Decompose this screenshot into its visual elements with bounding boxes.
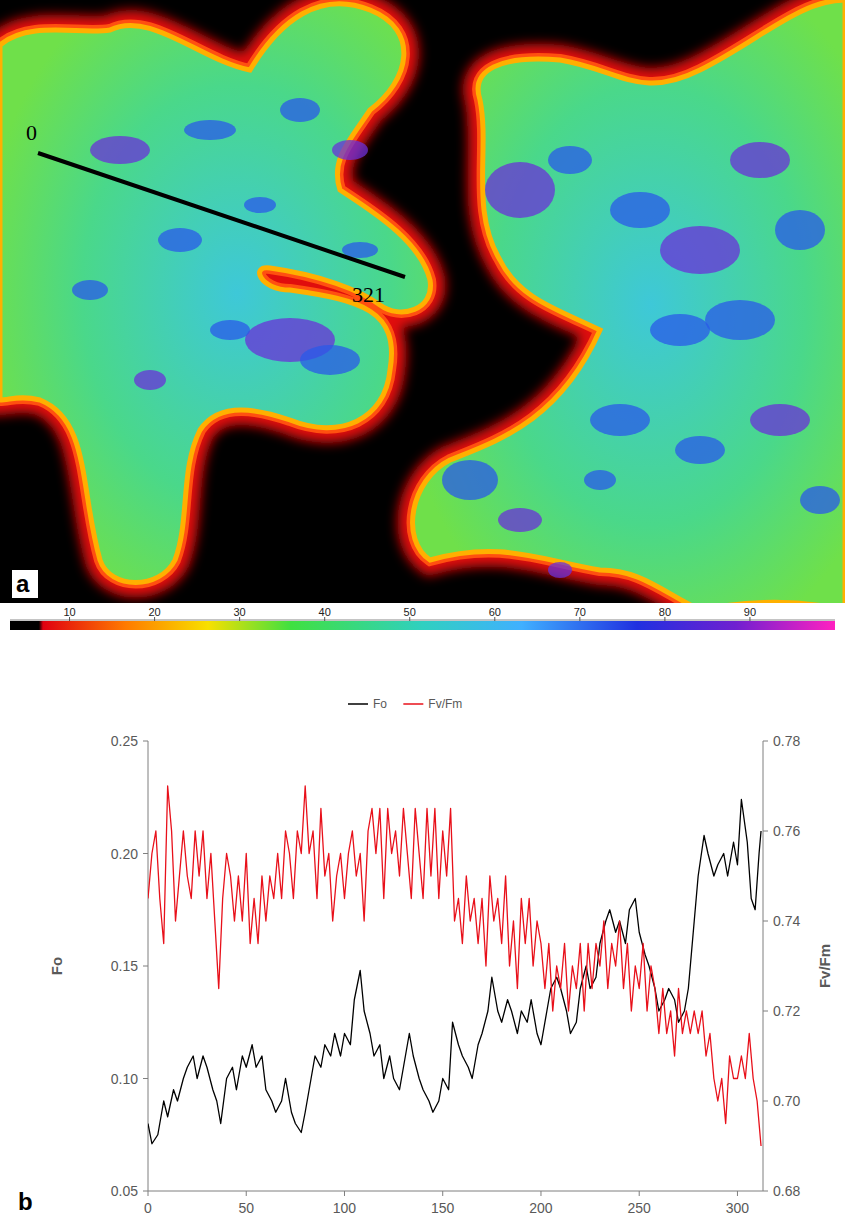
fluorescence-spot [184, 120, 236, 140]
fluorescence-spot [280, 98, 320, 122]
x-axis-line [148, 1191, 763, 1192]
fluorescence-spot [584, 470, 616, 490]
y2-tick [763, 1011, 768, 1012]
x-tick [344, 1191, 345, 1196]
fluorescence-spot [548, 562, 572, 578]
fluorescence-spot [485, 162, 555, 218]
colorbar-tick-label: 50 [404, 606, 416, 618]
y-axis-title: Fo [48, 957, 65, 975]
transect-line [38, 153, 405, 277]
series-line [148, 800, 761, 1144]
y-tick [143, 1078, 148, 1079]
cell-halo [0, 4, 430, 583]
series-line [148, 786, 761, 1146]
colorbar-tick-label: 20 [148, 606, 160, 618]
legend-label: Fv/Fm [428, 697, 462, 711]
fluorescence-spot [548, 146, 592, 174]
legend-swatch [403, 703, 423, 705]
transect-end-label: 321 [352, 282, 385, 307]
y-tick-label: 0.10 [111, 1071, 138, 1087]
fluorescence-spot [90, 136, 150, 164]
fluorescence-spot [244, 197, 276, 213]
transect-start-label: 0 [26, 120, 37, 145]
colorbar-tick-label: 30 [234, 606, 246, 618]
y-tick-label: 0.15 [111, 958, 138, 974]
y-tick [143, 966, 148, 967]
image [0, 0, 845, 603]
y2-axis-line [763, 741, 764, 1191]
cell-halo [413, 0, 845, 603]
fluorescence-spot [442, 460, 498, 500]
x-tick [540, 1191, 541, 1196]
x-tick-label: 300 [726, 1200, 750, 1216]
cell-edge [413, 0, 845, 603]
y-tick-label: 0.20 [111, 846, 138, 862]
colorbar-tick-label: 70 [574, 606, 586, 618]
figure: 0 321 a 10 20 30 40 50 60 70 80 90 0 50 100 150 200 250 30… [0, 0, 845, 1222]
y-tick [143, 853, 148, 854]
y2-tick [763, 921, 768, 922]
colorbar-axis [10, 620, 835, 621]
cell-edge [0, 4, 430, 583]
cell-body [0, 4, 430, 583]
x-tick-label: 200 [529, 1200, 553, 1216]
fluorescence-spot [300, 345, 360, 375]
y-tick-label: 0.25 [111, 733, 138, 749]
colorbar-tick-label: 40 [319, 606, 331, 618]
fluorescence-spot [660, 226, 740, 274]
x-tick-label: 50 [238, 1200, 254, 1216]
legend: Fo Fv/Fm [348, 697, 462, 711]
y-tick [143, 1191, 148, 1192]
cell-body [413, 0, 845, 603]
legend-swatch [348, 703, 368, 705]
y2-tick [763, 1101, 768, 1102]
x-tick [246, 1191, 247, 1196]
fluorescence-spot [730, 142, 790, 178]
y2-tick-label: 0.68 [773, 1183, 800, 1199]
fluorescence-spot [158, 228, 202, 252]
legend-label: Fo [373, 697, 387, 711]
colorbar [10, 621, 835, 630]
y2-tick [763, 741, 768, 742]
panel-letter-ground [12, 570, 38, 598]
y2-tick-label: 0.70 [773, 1093, 800, 1109]
x-tick-label: 250 [628, 1200, 652, 1216]
fluorescence-spot [650, 314, 710, 346]
x-tick-label: 100 [333, 1200, 357, 1216]
x-tick-label: 150 [431, 1200, 455, 1216]
fluorescence-spot [775, 210, 825, 250]
colorbar-tick-label: 80 [659, 606, 671, 618]
x-tick [639, 1191, 640, 1196]
fluorescence-spot [72, 280, 108, 300]
plot-area [148, 786, 761, 1146]
fluorescence-spot [750, 404, 810, 436]
y2-tick-label: 0.74 [773, 913, 800, 929]
fluorescence-spot [134, 370, 166, 390]
y2-tick [763, 1191, 768, 1192]
x-tick-label: 0 [144, 1200, 152, 1216]
fluorescence-spot [705, 300, 775, 340]
fluorescence-spot [498, 508, 542, 532]
y-tick-label: 0.05 [111, 1183, 138, 1199]
colorbar-tick-label: 60 [489, 606, 501, 618]
x-tick [442, 1191, 443, 1196]
fluorescence-spot [800, 486, 840, 514]
fluorescence-spot [332, 140, 368, 160]
colorbar-tick-label: 10 [63, 606, 75, 618]
y2-tick-label: 0.78 [773, 733, 800, 749]
panel-letter: a [16, 570, 30, 597]
y2-tick-label: 0.76 [773, 823, 800, 839]
x-tick [737, 1191, 738, 1196]
colorbar-tick-label: 90 [744, 606, 756, 618]
y2-axis-title: Fv/Fm [816, 944, 833, 988]
y2-tick-label: 0.72 [773, 1003, 800, 1019]
y-tick [143, 741, 148, 742]
fluorescence-spot [610, 192, 670, 228]
panel-letter: b [18, 1188, 33, 1215]
x-tick [148, 1191, 149, 1196]
fluorescence-spot [590, 404, 650, 436]
fluorescence-spot [210, 320, 250, 340]
fluorescence-spot [675, 436, 725, 464]
y2-tick [763, 831, 768, 832]
